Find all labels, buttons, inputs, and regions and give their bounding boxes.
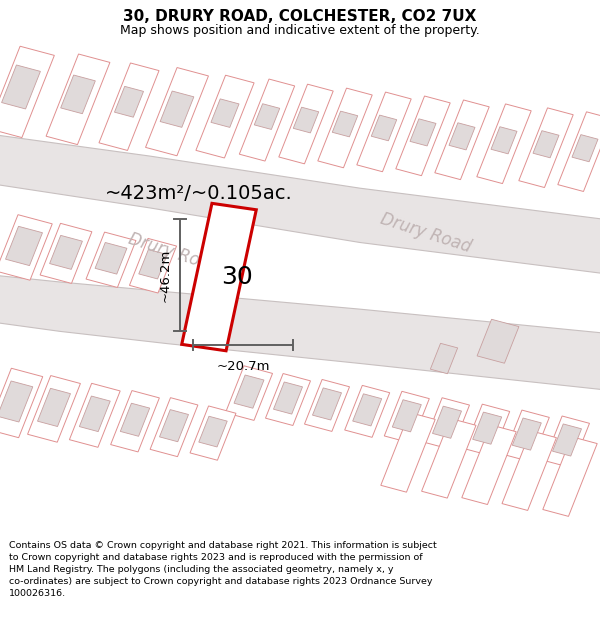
Bar bbox=[5, 226, 43, 266]
Bar bbox=[422, 419, 476, 498]
Bar bbox=[332, 111, 358, 137]
Text: Drury Road: Drury Road bbox=[378, 209, 474, 256]
Text: ~20.7m: ~20.7m bbox=[216, 360, 270, 373]
Bar bbox=[392, 400, 421, 432]
Bar bbox=[279, 84, 333, 164]
Bar bbox=[211, 99, 239, 127]
Bar bbox=[196, 75, 254, 158]
Bar bbox=[86, 232, 136, 288]
Bar bbox=[0, 381, 33, 422]
Bar bbox=[130, 238, 176, 293]
Bar bbox=[190, 406, 236, 460]
Bar bbox=[182, 203, 256, 351]
Bar bbox=[46, 54, 110, 144]
Bar bbox=[226, 366, 272, 421]
Bar bbox=[381, 412, 435, 492]
Bar bbox=[121, 403, 149, 436]
Polygon shape bbox=[0, 274, 600, 391]
Bar bbox=[146, 68, 208, 156]
Bar bbox=[79, 396, 110, 432]
Bar bbox=[572, 134, 598, 162]
Text: ~46.2m: ~46.2m bbox=[158, 248, 172, 302]
Bar bbox=[234, 375, 264, 408]
Bar bbox=[254, 104, 280, 129]
Bar bbox=[199, 416, 227, 447]
Bar bbox=[353, 394, 382, 426]
Bar bbox=[318, 88, 372, 168]
Bar bbox=[293, 107, 319, 133]
Bar bbox=[139, 249, 167, 279]
Bar bbox=[0, 214, 52, 280]
Text: Map shows position and indicative extent of the property.: Map shows position and indicative extent… bbox=[120, 24, 480, 37]
Bar bbox=[512, 418, 541, 450]
Bar bbox=[396, 96, 450, 176]
Bar bbox=[473, 412, 502, 444]
Bar bbox=[239, 79, 295, 161]
Bar bbox=[504, 410, 550, 462]
Text: ~423m²/~0.105ac.: ~423m²/~0.105ac. bbox=[105, 184, 293, 203]
Bar bbox=[2, 65, 40, 109]
Text: 30, DRURY ROAD, COLCHESTER, CO2 7UX: 30, DRURY ROAD, COLCHESTER, CO2 7UX bbox=[124, 9, 476, 24]
Bar bbox=[553, 424, 581, 456]
Bar bbox=[61, 75, 95, 114]
Bar bbox=[462, 425, 516, 504]
Bar bbox=[150, 398, 198, 457]
Bar bbox=[304, 379, 350, 431]
Bar bbox=[519, 108, 573, 188]
Bar bbox=[70, 383, 120, 448]
Bar bbox=[274, 382, 302, 414]
Bar bbox=[38, 388, 70, 426]
Bar bbox=[0, 46, 55, 138]
Bar bbox=[0, 368, 43, 438]
Bar bbox=[491, 127, 517, 154]
Bar bbox=[40, 223, 92, 283]
Text: 30: 30 bbox=[221, 265, 253, 289]
Polygon shape bbox=[0, 134, 600, 274]
Bar bbox=[99, 63, 159, 151]
Bar bbox=[371, 115, 397, 141]
Bar bbox=[477, 319, 519, 363]
Bar bbox=[430, 343, 458, 374]
Bar bbox=[449, 122, 475, 150]
Bar bbox=[160, 409, 188, 442]
Bar bbox=[95, 242, 127, 274]
Bar bbox=[543, 437, 597, 516]
Bar bbox=[502, 431, 556, 511]
Bar bbox=[410, 119, 436, 146]
Bar bbox=[313, 388, 341, 420]
Bar bbox=[384, 391, 430, 443]
Bar bbox=[533, 131, 559, 158]
Bar bbox=[115, 86, 143, 118]
Bar bbox=[464, 404, 510, 456]
Text: Contains OS data © Crown copyright and database right 2021. This information is : Contains OS data © Crown copyright and d… bbox=[9, 541, 437, 598]
Bar bbox=[357, 92, 411, 172]
Bar bbox=[477, 104, 531, 184]
Text: Drury Road: Drury Road bbox=[126, 230, 222, 276]
Bar bbox=[344, 386, 390, 438]
Bar bbox=[50, 236, 82, 269]
Bar bbox=[28, 376, 80, 442]
Bar bbox=[558, 112, 600, 191]
Bar bbox=[424, 398, 470, 449]
Bar bbox=[433, 406, 461, 438]
Bar bbox=[110, 391, 160, 452]
Bar bbox=[544, 416, 590, 468]
Bar bbox=[160, 91, 194, 128]
Bar bbox=[435, 100, 489, 179]
Bar bbox=[265, 374, 311, 426]
